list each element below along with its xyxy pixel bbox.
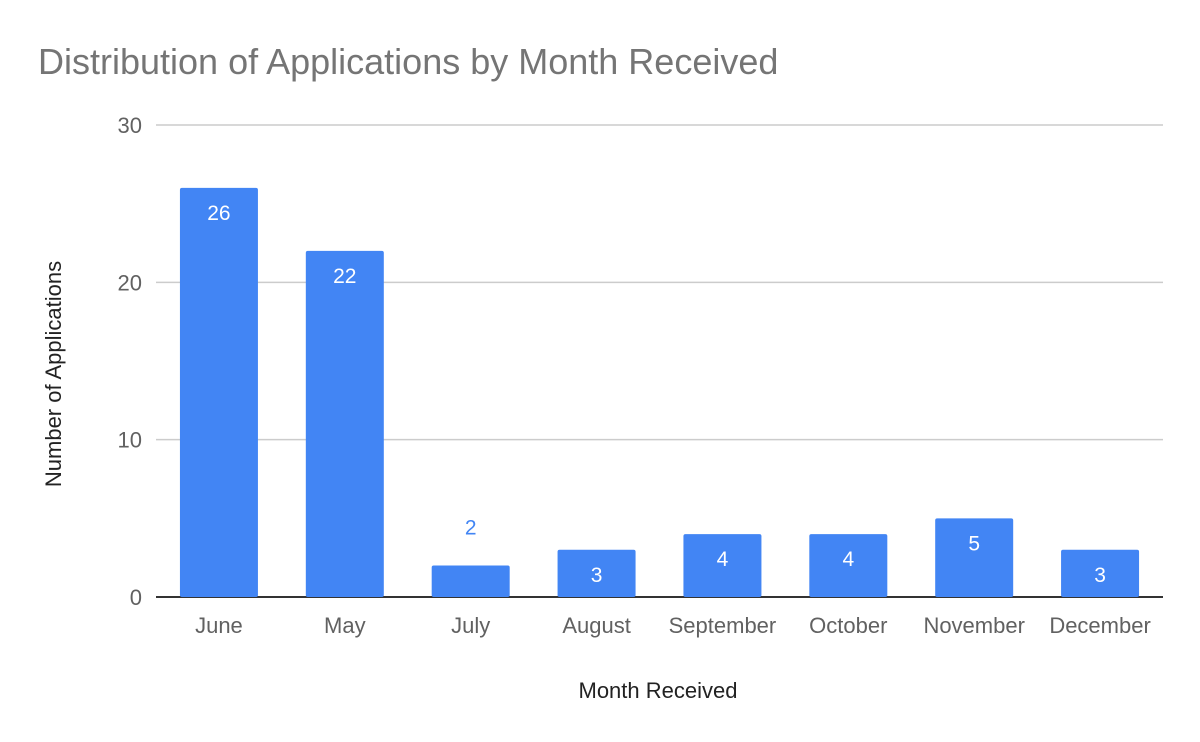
x-axis-ticks: June May July August September October Novembe…	[195, 613, 1151, 638]
x-tick-label: October	[809, 613, 887, 638]
x-tick-label: September	[669, 613, 777, 638]
y-tick-label: 0	[130, 585, 142, 610]
data-label: 4	[842, 548, 854, 571]
y-tick-label: 30	[118, 113, 142, 138]
data-label: 5	[968, 532, 980, 555]
y-axis-title: Number of Applications	[41, 261, 66, 487]
y-tick-label: 20	[118, 270, 142, 295]
bar-june	[179, 187, 258, 597]
data-label: 3	[591, 564, 603, 587]
bar-december	[1061, 549, 1140, 597]
data-label: 4	[717, 548, 729, 571]
bar-july	[431, 565, 510, 597]
chart-title: Distribution of Applications by Month Re…	[38, 41, 778, 82]
x-tick-label: November	[923, 613, 1024, 638]
y-axis-ticks: 0 10 20 30	[118, 113, 142, 610]
bar-august	[557, 549, 636, 597]
x-tick-label: May	[324, 613, 366, 638]
bar-september	[683, 534, 762, 597]
data-label: 22	[333, 265, 356, 288]
data-label: 3	[1094, 564, 1106, 587]
x-tick-label: December	[1049, 613, 1150, 638]
bar-october	[809, 534, 888, 597]
data-label: 26	[207, 202, 230, 225]
bar-november	[935, 518, 1014, 597]
x-tick-label: August	[562, 613, 631, 638]
x-tick-label: June	[195, 613, 243, 638]
data-label: 2	[465, 517, 477, 540]
bar-may	[305, 250, 384, 597]
y-tick-label: 10	[118, 428, 142, 453]
x-tick-label: July	[451, 613, 490, 638]
x-axis-title: Month Received	[579, 678, 738, 703]
